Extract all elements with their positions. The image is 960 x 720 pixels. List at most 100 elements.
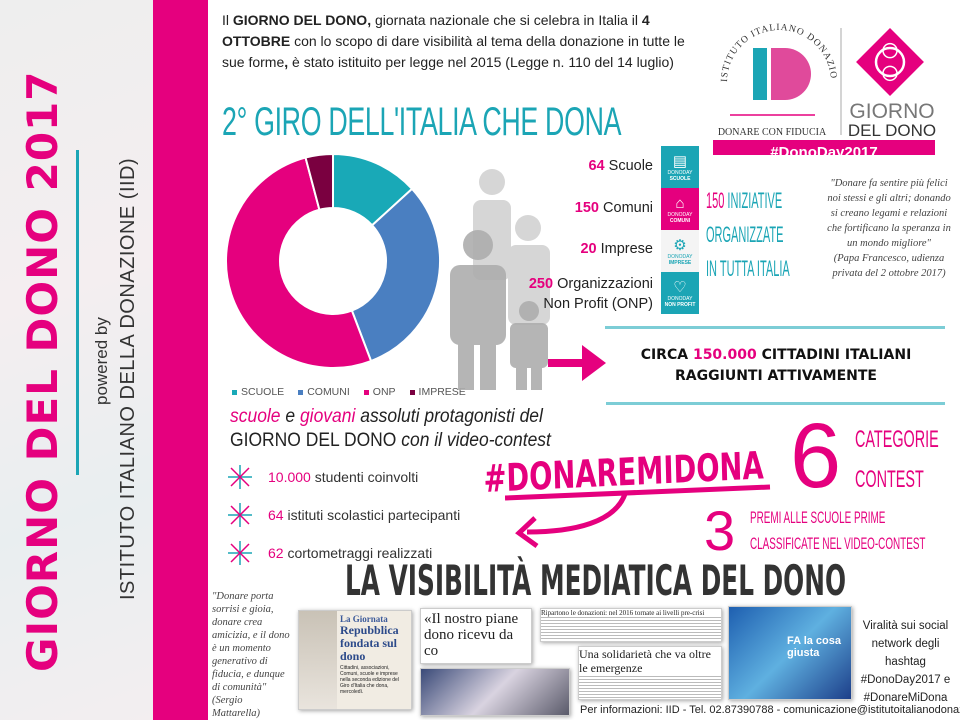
- initiatives-text: 150 INIZIATIVE ORGANIZZATE IN TUTTA ITALIA: [706, 184, 790, 286]
- press-clipping: Ripartono le donazioni: nel 2016 tornate…: [540, 608, 722, 642]
- clip-headline: «Il nostro piane dono ricevu da co: [424, 611, 519, 659]
- asterisk-icon: [228, 541, 252, 565]
- logo-giorno: GIORNO: [849, 100, 934, 123]
- stat-comuni: 150 Comuni: [575, 200, 653, 216]
- text: CATEGORIE: [855, 426, 939, 453]
- text: CLASSIFICATE NEL VIDEO-CONTEST: [750, 535, 926, 553]
- bullet-item: 64 istituti scolastici partecipanti: [228, 503, 460, 527]
- brand: DONODAY: [667, 296, 693, 302]
- text: è stato istituito per legge nel 2015 (Le…: [288, 54, 674, 70]
- clip-text: FA la cosa giusta: [787, 635, 842, 659]
- text: PREMI ALLE SCUOLE PRIME: [750, 509, 886, 527]
- initiatives-number: 150: [706, 188, 725, 213]
- stat-label: Imprese: [596, 241, 653, 257]
- section-title: 2° GIRO DELL'ITALIA CHE DONA: [222, 100, 622, 144]
- legend-item-comuni: COMUNI: [298, 386, 350, 398]
- label: SCUOLE: [669, 176, 691, 182]
- legend-item-scuole: SCUOLE: [232, 386, 284, 398]
- logo-tagline: DONARE CON FIDUCIA: [718, 127, 827, 138]
- legend-item-onp: ONP: [363, 386, 396, 398]
- text: con il video-contest: [396, 430, 551, 451]
- text: con lo scopo di dare visibilità al tema …: [222, 33, 685, 70]
- bullet-item: 10.000 studenti coinvolti: [228, 465, 418, 489]
- text: Il: [222, 12, 233, 28]
- bullet-number: 64: [268, 507, 284, 523]
- legend-swatch: [409, 389, 415, 395]
- arrow-right-icon: [548, 345, 606, 381]
- stat-imprese: 20 Imprese: [580, 241, 653, 257]
- categories-number: 6: [790, 405, 842, 507]
- stat-scuole: 64 Scuole: [588, 158, 653, 174]
- chart-legend: SCUOLE COMUNI ONP IMPRESE: [232, 386, 466, 398]
- label: NON PROFIT: [664, 302, 696, 308]
- quote-text: "Donare porta sorrisi e gioia, donare cr…: [212, 591, 290, 693]
- curved-arrow-icon: [505, 484, 771, 549]
- clip-headline: Repubblica fondata sul dono: [340, 623, 399, 663]
- mattarella-quote: "Donare porta sorrisi e gioia, donare cr…: [212, 590, 292, 720]
- strip-imprese: ⚙ DONODAY IMPRESE: [661, 230, 699, 272]
- reach-text: CIRCA 150.000 CITTADINI ITALIANI RAGGIUNT…: [606, 345, 946, 387]
- book-icon: ▤: [672, 153, 688, 170]
- footer-contact: Per informazioni: IID - Tel. 02.87390788…: [580, 704, 960, 716]
- stat-label: Organizzazioni: [553, 276, 653, 292]
- logo-d: [771, 48, 811, 100]
- media-title: LA VISIBILITÀ MEDIATICA DEL DONO: [345, 556, 847, 605]
- diamond-icon: [856, 28, 924, 96]
- heart-icon: ♡: [673, 279, 687, 296]
- categories-label: CATEGORIE CONTEST: [855, 420, 939, 500]
- pink-bar: [153, 0, 208, 720]
- text: scuole: [230, 406, 281, 427]
- divider: [606, 402, 945, 405]
- text: giornata nazionale che si celebra in Ita…: [371, 12, 642, 28]
- strip-comuni: ⌂ DONODAY COMUNI: [661, 188, 699, 230]
- legend-swatch: [298, 389, 304, 395]
- text: ORGANIZZATE: [706, 222, 784, 247]
- brand: DONODAY: [667, 254, 693, 260]
- stat-onp: 250 Organizzazioni Non Profit (ONP): [529, 274, 653, 314]
- text: CITTADINI ITALIANI: [756, 347, 912, 363]
- vertical-title: GIORNO DEL DONO 2017: [18, 70, 67, 673]
- logo-graphic: ISTITUTO ITALIANO DONAZIONE DONARE CON F…: [701, 3, 936, 164]
- divider: [605, 326, 945, 329]
- label: COMUNI: [669, 217, 691, 224]
- legend-swatch: [363, 389, 369, 395]
- divider: [76, 150, 79, 475]
- contest-intro: scuole e giovani assoluti protagonisti d…: [230, 405, 551, 453]
- stat-label: Comuni: [599, 200, 653, 216]
- strip-scuole: ▤ DONODAY SCUOLE: [661, 146, 699, 188]
- text: RAGGIUNTI ATTIVAMENTE: [675, 368, 877, 384]
- logo-i: [753, 48, 767, 100]
- asterisk-icon: [228, 465, 252, 489]
- donut-slice-imprese: [304, 152, 334, 211]
- intro-paragraph: Il GIORNO DEL DONO, giornata nazionale c…: [222, 10, 700, 73]
- stat-number: 64: [588, 158, 605, 174]
- press-clipping: «Il nostro piane dono ricevu da co: [420, 608, 532, 664]
- legend-swatch: [232, 389, 237, 395]
- text: e: [280, 406, 300, 427]
- powered-by: powered by: [92, 317, 111, 405]
- tv-screenshot: FA la cosa giusta: [728, 606, 852, 700]
- legend-item-imprese: IMPRESE: [409, 386, 466, 398]
- clip-kicker: La Giornata: [340, 614, 388, 624]
- bullet-number: 10.000: [268, 469, 311, 485]
- text: assoluti protagonisti del: [355, 406, 543, 427]
- brand: DONODAY: [667, 211, 693, 218]
- asterisk-icon: [228, 503, 252, 527]
- quote-author: (Papa Francesco, udienza privata del 2 o…: [832, 253, 946, 279]
- stat-label: Non Profit (ONP): [543, 296, 653, 312]
- building-icon: ⌂: [675, 194, 685, 212]
- clip-headline: Ripartono le donazioni: nel 2016 tornate…: [541, 609, 721, 617]
- text: CONTEST: [855, 466, 924, 493]
- bullet-number: 62: [268, 545, 284, 561]
- virality-text: Viralità sui social network degli hashta…: [860, 620, 951, 704]
- prizes-label: PREMI ALLE SCUOLE PRIME CLASSIFICATE NEL …: [750, 505, 925, 557]
- stat-label: Scuole: [604, 158, 653, 174]
- text: GIORNO DEL DONO,: [232, 12, 372, 28]
- category-icon-strip: ▤ DONODAY SCUOLE ⌂ DONODAY COMUNI ⚙ DONODAY IM…: [661, 146, 699, 314]
- institute-name: ISTITUTO ITALIANO DELLA DONAZIONE (IID): [117, 157, 139, 600]
- tv-screenshot: [420, 668, 570, 716]
- prizes-number: 3: [704, 499, 736, 562]
- clip-body: Cittadini, associazioni, Comuni, scuole …: [340, 665, 399, 695]
- text: INIZIATIVE: [724, 188, 783, 213]
- stat-number: 250: [528, 276, 554, 292]
